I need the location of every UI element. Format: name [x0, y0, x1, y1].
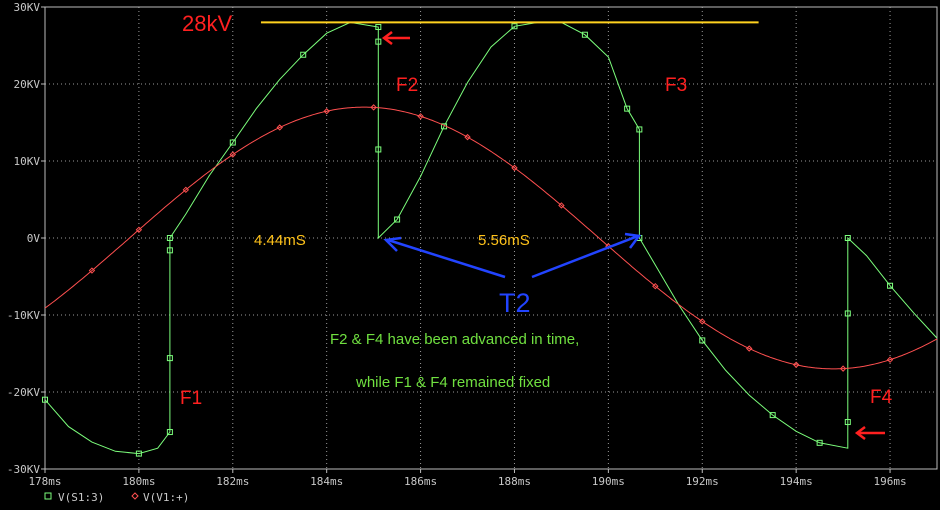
- x-tick-label: 182ms: [216, 475, 249, 488]
- x-tick-label: 194ms: [780, 475, 813, 488]
- data-point-vs13: [844, 235, 851, 241]
- note-line-2: while F1 & F4 remained fixed: [355, 374, 550, 391]
- label-t2: T2: [499, 288, 531, 318]
- legend-label-vs13: V(S1:3): [58, 491, 104, 504]
- data-point-vs13: [166, 247, 173, 254]
- f2-pointer-arrow: [381, 31, 410, 45]
- x-tick-label: 180ms: [122, 475, 155, 488]
- data-point-vs13: [229, 139, 236, 146]
- annotations: 28kV F2 F3 F1 F4 4.44mS 5.56mS T2 F2 & F…: [180, 11, 893, 440]
- note-line-1: F2 & F4 have been advanced in time,: [330, 331, 579, 348]
- y-tick-label: 0V: [27, 232, 41, 245]
- data-point-vs13: [624, 105, 631, 112]
- x-tick-label: 178ms: [28, 475, 61, 488]
- data-point-vv1: [323, 108, 330, 115]
- t2-arrow-right: [531, 232, 642, 279]
- label-f1: F1: [180, 388, 202, 409]
- y-tick-label: -30KV: [7, 463, 40, 476]
- data-point-vs13: [375, 146, 382, 153]
- data-point-vv1: [558, 202, 565, 209]
- data-point-vv1: [839, 365, 847, 372]
- legend: V(S1:3) V(V1:+): [44, 491, 189, 504]
- data-point-vs13: [166, 429, 173, 436]
- data-point-vs13: [581, 31, 588, 38]
- x-tick-label: 192ms: [686, 475, 719, 488]
- y-tick-label: 10KV: [14, 155, 41, 168]
- data-point-vv1: [229, 151, 236, 158]
- data-point-vs13: [844, 419, 851, 426]
- series-line-vv1: [44, 106, 938, 370]
- data-point-vv1: [276, 124, 283, 131]
- data-point-vs13: [42, 396, 48, 403]
- data-point-vv1: [417, 113, 424, 120]
- x-tick-label: 186ms: [404, 475, 437, 488]
- label-time-left: 4.44mS: [254, 232, 306, 249]
- y-tick-label: -10KV: [7, 309, 40, 322]
- data-point-vv1: [182, 186, 190, 194]
- data-point-vs13: [699, 337, 706, 344]
- t2-arrow-left: [383, 236, 506, 279]
- data-point-vv1: [746, 345, 753, 352]
- f4-pointer-arrow: [854, 426, 885, 440]
- legend-label-vv1: V(V1:+): [143, 491, 189, 504]
- data-point-vs13: [769, 412, 776, 419]
- data-point-vs13: [816, 439, 823, 446]
- data-point-vs13: [166, 235, 173, 241]
- data-point-vs13: [636, 126, 643, 133]
- data-point-vv1: [88, 267, 96, 274]
- label-f4: F4: [870, 387, 893, 408]
- y-tick-label: -20KV: [7, 386, 40, 399]
- label-f3: F3: [665, 75, 687, 96]
- x-tick-label: 184ms: [310, 475, 343, 488]
- data-point-vs13: [135, 450, 142, 457]
- grid: [45, 7, 937, 469]
- data-point-vs13: [375, 38, 382, 45]
- data-point-vv1: [699, 318, 706, 325]
- data-point-vs13: [375, 24, 382, 31]
- legend-marker-vv1: [131, 492, 139, 500]
- x-tick-label: 190ms: [592, 475, 625, 488]
- y-tick-label: 30KV: [14, 1, 41, 14]
- data-point-vv1: [464, 133, 471, 141]
- data-point-vs13: [887, 282, 894, 289]
- legend-marker-vs13: [44, 492, 52, 500]
- x-tick-label: 188ms: [498, 475, 531, 488]
- data-point-vs13: [166, 355, 173, 362]
- x-tick-label: 196ms: [873, 475, 906, 488]
- y-tick-label: 20KV: [14, 78, 41, 91]
- data-point-vs13: [394, 216, 401, 223]
- data-point-vs13: [300, 51, 307, 58]
- data-point-vv1: [886, 356, 894, 363]
- data-point-vv1: [511, 164, 518, 172]
- label-time-right: 5.56mS: [478, 232, 530, 249]
- y-axis: 30KV 20KV 10KV 0V -10KV -20KV -30KV: [7, 1, 45, 476]
- data-point-vv1: [792, 361, 800, 368]
- label-f2: F2: [396, 75, 418, 96]
- series-line-vs13: [44, 21, 938, 455]
- data-point-vs13: [511, 23, 518, 30]
- data-point-vv1: [135, 226, 143, 233]
- data-point-vs13: [844, 310, 851, 317]
- x-axis: 178ms 180ms 182ms 184ms 186ms 188ms 190ms 192ms…: [28, 469, 907, 488]
- data-point-vv1: [652, 282, 659, 290]
- label-28kv: 28kV: [182, 11, 232, 36]
- data-point-vv1: [370, 104, 377, 111]
